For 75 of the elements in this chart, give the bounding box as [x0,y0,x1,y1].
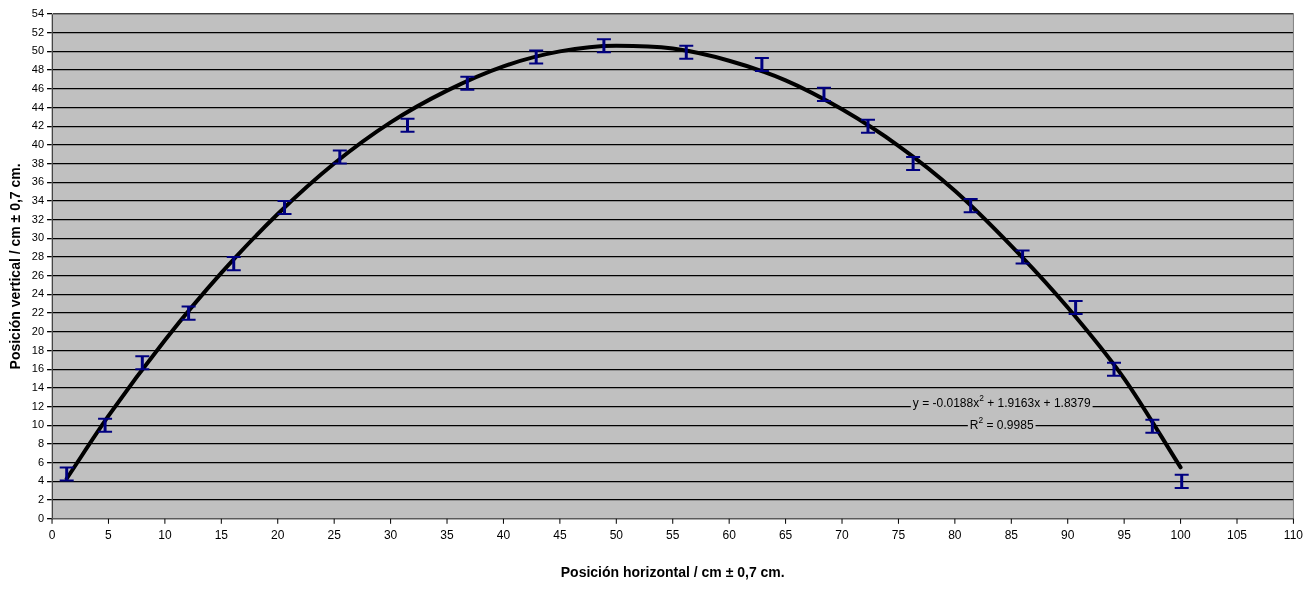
y-tick-label: 50 [31,44,45,57]
y-tick-label: 52 [31,25,45,38]
point [962,198,979,214]
y-tick-label: 14 [31,380,45,393]
point [1014,249,1031,265]
y-tick-label: 8 [37,437,45,450]
point [1106,361,1122,377]
point [399,117,416,133]
point [459,75,476,91]
y-tick-label: 40 [31,137,45,150]
x-tick-label: 50 [609,528,624,543]
y-tick-label: 18 [31,343,45,356]
x-tick-label: 105 [1226,528,1248,543]
y-tick-label: 10 [31,418,45,431]
x-axis-title: Posición horizontal / cm ± 0,7 cm. [560,564,785,581]
y-tick-label: 20 [31,324,45,337]
y-tick-label: 12 [31,399,45,412]
x-tick-label: 80 [948,528,962,543]
y-tick-label: 36 [31,175,45,188]
x-tick-label: 70 [835,528,850,543]
x-tick-label: 10 [158,528,172,543]
x-tick-label: 85 [1004,528,1019,543]
x-tick-label: 15 [214,528,229,543]
point [815,86,832,102]
point [225,256,242,272]
x-tick-label: 30 [383,528,398,543]
x-tick-label: 5 [105,528,113,543]
point [1067,299,1084,316]
x-tick-label: 110 [1283,528,1304,543]
x-tick-label: 40 [496,528,511,543]
y-tick-label: 48 [31,63,45,76]
point [58,466,75,482]
point [678,44,695,60]
y-tick-label: 22 [31,306,45,319]
y-tick-label: 2 [37,493,45,506]
x-tick-label: 90 [1061,528,1075,543]
x-tick-label: 35 [440,528,455,543]
x-tick-label: 20 [271,528,285,543]
point [276,199,293,216]
point [97,417,114,433]
y-tick-label: 34 [31,193,45,206]
point [528,49,545,65]
y-tick-label: 32 [31,212,45,225]
point [1144,418,1161,434]
y-tick-label: 28 [31,250,45,263]
y-tick-label: 30 [31,231,45,244]
point [753,56,770,73]
y-tick-label: 16 [31,362,45,375]
x-tick-label: 75 [891,528,906,543]
y-tick-label: 0 [37,511,45,524]
point [134,355,151,371]
x-tick-label: 55 [666,528,680,543]
y-axis-title: Posición vertical / cm ± 0,7 cm. [7,163,24,370]
x-tick-label: 45 [553,528,567,543]
point [1173,473,1190,489]
point [905,156,922,172]
x-tick-label: 100 [1170,528,1191,543]
x-tick-label: 25 [327,528,342,543]
y-tick-label: 44 [31,100,45,113]
y-tick-label: 46 [31,81,45,94]
y-tick-label: 6 [37,455,45,468]
x-tick-label: 60 [722,528,737,543]
point [859,118,876,134]
y-tick-label: 26 [31,268,45,281]
x-tick-label: 0 [48,528,56,543]
y-tick-label: 4 [37,474,45,487]
y-tick-label: 54 [31,7,45,20]
y-tick-label: 24 [31,287,45,300]
x-tick-label: 65 [778,528,793,543]
point [595,38,612,54]
y-tick-label: 38 [31,156,45,169]
y-tick-label: 42 [31,119,45,132]
x-tick-label: 95 [1117,528,1132,543]
point [331,149,348,165]
point [180,305,197,321]
